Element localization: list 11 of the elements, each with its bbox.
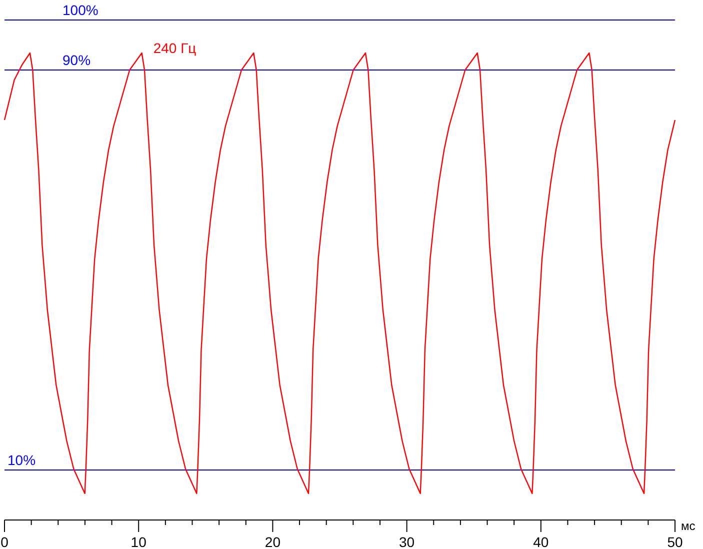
x-tick-label: 0 — [0, 534, 9, 549]
ref-line-label: 100% — [62, 2, 98, 18]
ref-line-label: 10% — [8, 452, 36, 468]
series-label: 240 Гц — [153, 40, 196, 56]
x-tick-label: 20 — [264, 534, 281, 549]
x-tick-label: 50 — [667, 534, 683, 549]
x-tick-label: 30 — [399, 534, 415, 549]
ref-line-label: 90% — [62, 52, 91, 68]
x-tick-label: 40 — [533, 534, 549, 549]
x-tick-label: 10 — [130, 534, 147, 549]
x-axis-title: мс — [681, 519, 696, 533]
